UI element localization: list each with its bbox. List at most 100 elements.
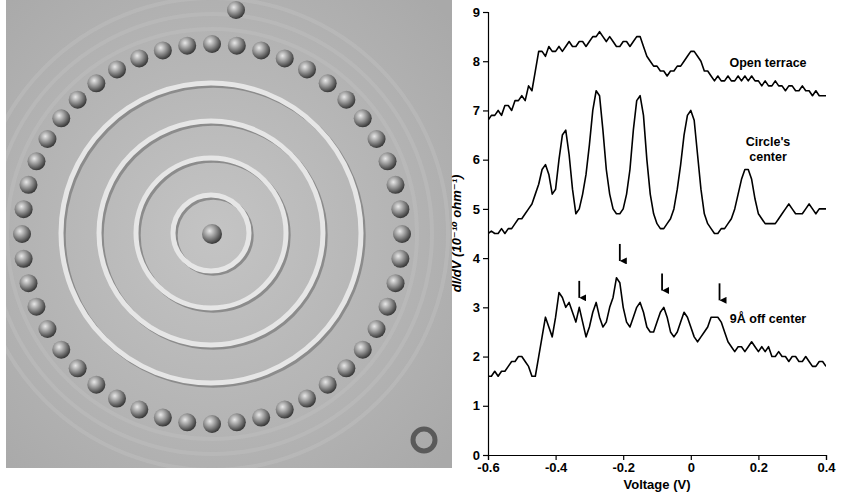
tick-label: 0 bbox=[473, 448, 480, 463]
outer-ripple bbox=[6, 14, 432, 454]
tick: 4 bbox=[473, 251, 488, 266]
series-label: 9Å off center bbox=[730, 311, 807, 326]
tick: 1 bbox=[473, 398, 488, 413]
iron-atom bbox=[379, 298, 397, 316]
iron-atom bbox=[276, 401, 294, 419]
annotation-arrow bbox=[719, 283, 721, 300]
iron-atom bbox=[252, 409, 270, 427]
iron-atom bbox=[52, 341, 70, 359]
tick-label: 0.2 bbox=[750, 460, 768, 475]
iron-atom bbox=[19, 274, 37, 292]
iron-atom bbox=[38, 320, 56, 338]
spectrum-line bbox=[488, 278, 826, 376]
stm-image bbox=[0, 0, 452, 470]
tick-label: -0.2 bbox=[612, 460, 634, 475]
iron-atom bbox=[391, 200, 409, 218]
iron-atom bbox=[354, 341, 372, 359]
iron-atom bbox=[154, 41, 172, 59]
iron-atom bbox=[337, 91, 355, 109]
series-label: Open terrace bbox=[729, 56, 806, 70]
ring-highlight bbox=[136, 158, 286, 308]
iron-atom bbox=[319, 376, 337, 394]
tick: -0.4 bbox=[545, 455, 568, 475]
axis-line bbox=[489, 456, 827, 461]
tick-label: 8 bbox=[473, 54, 480, 69]
iron-atom bbox=[319, 74, 337, 92]
tick-label: 0 bbox=[688, 460, 695, 475]
series-label-line: 9Å off center bbox=[730, 311, 807, 326]
tick-mark bbox=[483, 356, 488, 357]
iron-atom bbox=[228, 37, 246, 55]
iron-atom bbox=[228, 413, 246, 431]
tick: -0.6 bbox=[477, 455, 499, 475]
spectrum-line bbox=[488, 91, 826, 234]
tick-mark bbox=[483, 12, 488, 13]
x-axis: -0.6 -0.4 -0.2 0 0.2 0.4 bbox=[477, 455, 836, 475]
iron-atom bbox=[337, 359, 355, 377]
iron-atom bbox=[252, 41, 270, 59]
tick-label: 4 bbox=[473, 251, 481, 266]
tick-label: 7 bbox=[473, 103, 480, 118]
tick: 8 bbox=[473, 54, 488, 69]
plot-area bbox=[488, 32, 826, 377]
iron-atom bbox=[130, 49, 148, 67]
iron-atom bbox=[27, 152, 45, 170]
series-label-line: center bbox=[749, 150, 787, 164]
iron-atom bbox=[52, 109, 70, 127]
y-axis: 0 1 2 3 4 5 6 7 8 9 bbox=[473, 5, 489, 463]
tick: 2 bbox=[473, 349, 488, 364]
stray-atom bbox=[227, 1, 245, 19]
iron-atom bbox=[178, 37, 196, 55]
tick: -0.2 bbox=[612, 455, 634, 475]
tick-label: 5 bbox=[473, 202, 480, 217]
series-label-line: Circle's bbox=[746, 135, 791, 149]
iron-atom bbox=[87, 376, 105, 394]
iron-atom bbox=[298, 390, 316, 408]
tick-label: 0.4 bbox=[817, 460, 836, 475]
tick-label: 2 bbox=[473, 349, 480, 364]
iron-atom bbox=[354, 109, 372, 127]
tick-label: -0.6 bbox=[477, 460, 499, 475]
annotation-arrow bbox=[661, 273, 663, 290]
iron-atom bbox=[69, 359, 87, 377]
iron-atom bbox=[19, 176, 37, 194]
tick-mark bbox=[483, 406, 488, 407]
spectrum-line bbox=[488, 32, 826, 121]
iron-atom bbox=[38, 130, 56, 148]
tick-mark bbox=[483, 160, 488, 161]
image-background bbox=[6, 0, 452, 468]
ring-highlight bbox=[173, 195, 249, 271]
tick-mark bbox=[483, 209, 488, 210]
iron-atom bbox=[108, 60, 126, 78]
iron-atom bbox=[379, 152, 397, 170]
ring-highlight bbox=[61, 83, 361, 383]
iron-atom bbox=[203, 415, 221, 433]
iron-atom bbox=[69, 91, 87, 109]
tick-mark bbox=[483, 110, 488, 111]
iron-atom bbox=[387, 176, 405, 194]
tick: 3 bbox=[473, 300, 488, 315]
iron-atom bbox=[276, 49, 294, 67]
iron-atom bbox=[203, 35, 221, 53]
iron-atom bbox=[15, 250, 33, 268]
tick: 0.4 bbox=[817, 455, 836, 475]
tick: 0 bbox=[688, 455, 695, 475]
iron-atom bbox=[108, 390, 126, 408]
iron-atom bbox=[387, 274, 405, 292]
tick: 0 bbox=[473, 448, 488, 463]
iron-atom bbox=[87, 74, 105, 92]
x-axis-title: Voltage (V) bbox=[624, 477, 691, 492]
annotation-arrow bbox=[578, 281, 580, 298]
tick-label: 1 bbox=[473, 398, 480, 413]
iron-atom bbox=[130, 401, 148, 419]
iron-atom bbox=[298, 60, 316, 78]
tick-mark bbox=[483, 61, 488, 62]
outer-ripple bbox=[6, 0, 448, 468]
tick: 9 bbox=[473, 5, 488, 20]
tick-label: 6 bbox=[473, 152, 480, 167]
annotation-arrow bbox=[619, 244, 621, 261]
iron-atom bbox=[15, 200, 33, 218]
stray-defect bbox=[413, 429, 435, 451]
tick: 0.2 bbox=[750, 455, 768, 475]
figure: -0.6 -0.4 -0.2 0 0.2 0.4 0 1 2 3 4 5 6 7 8 9 Voltage (V)… bbox=[0, 0, 842, 497]
